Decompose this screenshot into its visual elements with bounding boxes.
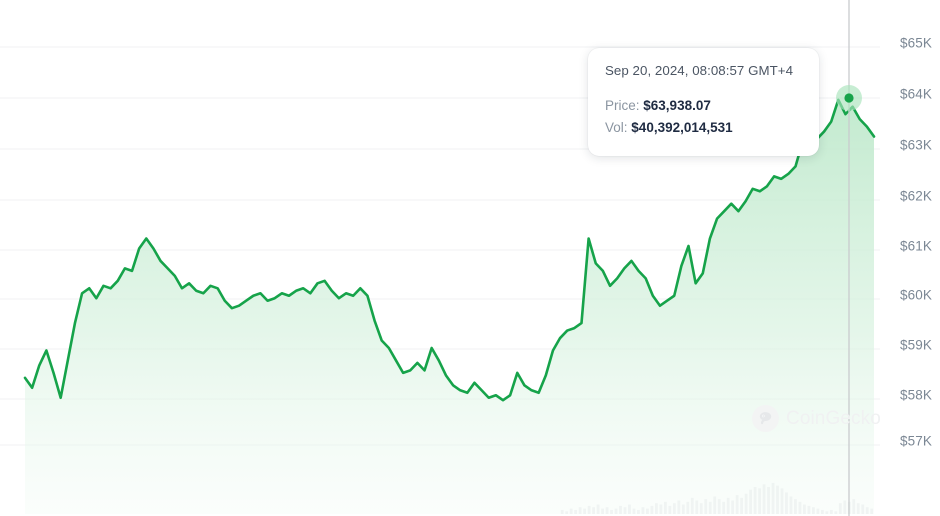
tooltip-volume-value: $40,392,014,531: [631, 119, 733, 135]
tooltip-date: Sep 20, 2024, 08:08:57 GMT+4: [605, 63, 794, 78]
price-tooltip: Sep 20, 2024, 08:08:57 GMT+4 Price: $63,…: [588, 48, 819, 156]
tooltip-volume-label: Vol:: [605, 119, 628, 135]
tooltip-price-value: $63,938.07: [643, 98, 711, 113]
highlight-point[interactable]: [844, 93, 854, 103]
tooltip-price-label: Price:: [605, 98, 640, 113]
tooltip-price-row: Price: $63,938.07: [605, 95, 802, 117]
tooltip-volume-row: Vol: $40,392,014,531: [605, 117, 802, 139]
price-line: [23, 98, 876, 402]
price-area-fill: [25, 99, 874, 514]
